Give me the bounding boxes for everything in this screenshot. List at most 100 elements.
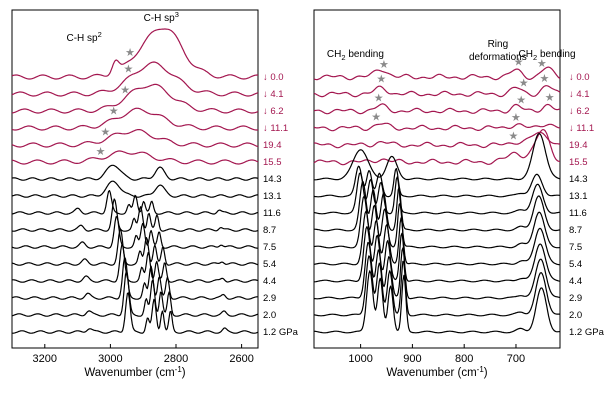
left-pressure-label: 5.4 <box>263 259 276 270</box>
right-peak-marker: ★ <box>519 77 529 90</box>
right-pressure-label: 19.4 <box>569 140 588 151</box>
left-trace <box>11 244 259 283</box>
right-plot-frame <box>313 9 561 349</box>
left-pressure-label: 2.9 <box>263 293 276 304</box>
right-trace <box>313 270 561 334</box>
left-trace <box>11 150 259 165</box>
right-pressure-label: 2.9 <box>569 293 582 304</box>
right-x-tick-label: 800 <box>455 353 473 365</box>
right-trace <box>313 195 561 249</box>
left-panel-chrhf-stretch: ↓ 0.0 ★ ↓ 4.1 ★ ↓ 6.2 ★ ↓ 11.1 ★ 19.4 ★ 15.5 ★ 14.3 1… <box>11 9 299 379</box>
left-x-axis-label: Wavenumber (cm-1) <box>84 365 185 379</box>
right-peak-marker: ★ <box>516 94 526 107</box>
right-trace <box>314 132 561 181</box>
left-trace <box>11 190 259 215</box>
right-peak-marker: ★ <box>379 58 389 71</box>
right-peak-marker: ★ <box>537 57 547 70</box>
right-trace <box>313 66 561 81</box>
left-pressure-label: ↓ 6.2 <box>263 106 284 117</box>
right-band-annotation: CH2 bending <box>327 49 384 62</box>
right-pressure-label: 14.3 <box>569 174 588 185</box>
left-plot-frame <box>11 9 259 349</box>
left-peak-marker: ★ <box>101 126 111 139</box>
right-peak-marker: ★ <box>371 111 381 124</box>
left-pressure-label: 15.5 <box>263 157 282 168</box>
right-pressure-label: 2.0 <box>569 310 582 321</box>
right-peak-marker: ★ <box>545 91 555 104</box>
right-trace <box>314 226 561 283</box>
right-band-annotation: Ring <box>488 39 509 50</box>
right-pressure-label: ↓ 4.1 <box>569 89 590 100</box>
left-x-tick-label: 3200 <box>33 353 57 365</box>
right-pressure-label: 5.4 <box>569 259 582 270</box>
right-pressure-label: 4.4 <box>569 276 582 287</box>
right-pressure-label: 11.6 <box>569 208 587 219</box>
right-peak-marker: ★ <box>514 55 524 68</box>
right-pressure-label: 15.5 <box>569 157 588 168</box>
right-trace <box>313 103 561 115</box>
right-pressure-label: 13.1 <box>569 191 588 202</box>
left-trace <box>12 292 259 334</box>
left-pressure-label: 2.0 <box>263 310 276 321</box>
left-trace <box>11 83 259 114</box>
left-peak-marker: ★ <box>96 145 106 158</box>
right-x-tick-label: 700 <box>507 353 525 365</box>
right-pressure-label: 1.2 GPa <box>569 327 605 338</box>
left-peak-marker: ★ <box>120 84 130 97</box>
left-pressure-label: ↓ 11.1 <box>263 123 288 134</box>
right-peak-marker: ★ <box>374 92 384 105</box>
right-pressure-label: 7.5 <box>569 242 582 253</box>
left-pressure-label: 19.4 <box>263 140 282 151</box>
left-trace <box>11 216 258 249</box>
right-trace <box>313 129 561 166</box>
left-trace <box>11 61 259 97</box>
right-pressure-label: 8.7 <box>569 225 582 236</box>
right-peak-marker: ★ <box>376 73 386 86</box>
left-trace <box>11 256 258 300</box>
left-pressure-label: 7.5 <box>263 242 276 253</box>
right-panel-low-wavenumber: ↓ 0.0 ★ ★ ★ ↓ 4.1 ★ ★ ★ ↓ 6.2 ★ ★ ★ ↓ 11.1 ★ ★ 19.4 ★ 15.… <box>313 9 605 379</box>
left-trace <box>11 28 258 80</box>
right-trace <box>313 210 561 266</box>
left-pressure-label: 8.7 <box>263 225 276 236</box>
left-pressure-label: 11.6 <box>263 208 281 219</box>
left-pressure-label: 13.1 <box>263 191 282 202</box>
left-pressure-label: ↓ 4.1 <box>263 89 284 100</box>
right-x-tick-label: 900 <box>403 353 421 365</box>
right-pressure-label: ↓ 0.0 <box>569 72 590 83</box>
right-pressure-label: ↓ 6.2 <box>569 106 590 117</box>
right-peak-marker: ★ <box>540 72 550 85</box>
right-x-axis-label: Wavenumber (cm-1) <box>386 365 487 379</box>
right-peak-marker: ★ <box>511 111 521 124</box>
left-band-annotation: C-H sp2 <box>67 30 102 44</box>
left-trace <box>11 228 259 266</box>
left-peak-marker: ★ <box>124 63 134 76</box>
left-band-annotation: C-H sp3 <box>144 10 179 24</box>
right-band-annotation: CH2 bending <box>519 49 576 62</box>
right-peak-marker: ★ <box>508 130 518 143</box>
left-trace <box>11 270 259 317</box>
right-trace <box>313 122 561 132</box>
left-trace <box>11 198 259 232</box>
right-trace <box>313 165 561 198</box>
left-peak-marker: ★ <box>125 46 135 59</box>
left-trace <box>11 164 259 181</box>
left-pressure-label: 14.3 <box>263 174 282 185</box>
left-x-tick-label: 3000 <box>98 353 122 365</box>
left-x-tick-label: 2600 <box>229 353 253 365</box>
left-peak-marker: ★ <box>109 105 119 118</box>
right-trace <box>313 172 561 215</box>
right-trace <box>313 255 560 317</box>
left-trace <box>11 107 259 131</box>
right-x-tick-label: 1000 <box>348 353 372 365</box>
right-band-annotation: deformations <box>469 52 527 63</box>
right-trace <box>313 85 561 98</box>
left-pressure-label: 1.2 GPa <box>263 327 299 338</box>
right-trace <box>313 241 561 300</box>
left-trace <box>11 129 259 148</box>
left-pressure-label: 4.4 <box>263 276 276 287</box>
left-x-tick-label: 2800 <box>164 353 188 365</box>
left-pressure-label: ↓ 0.0 <box>263 72 284 83</box>
right-trace <box>314 131 561 149</box>
